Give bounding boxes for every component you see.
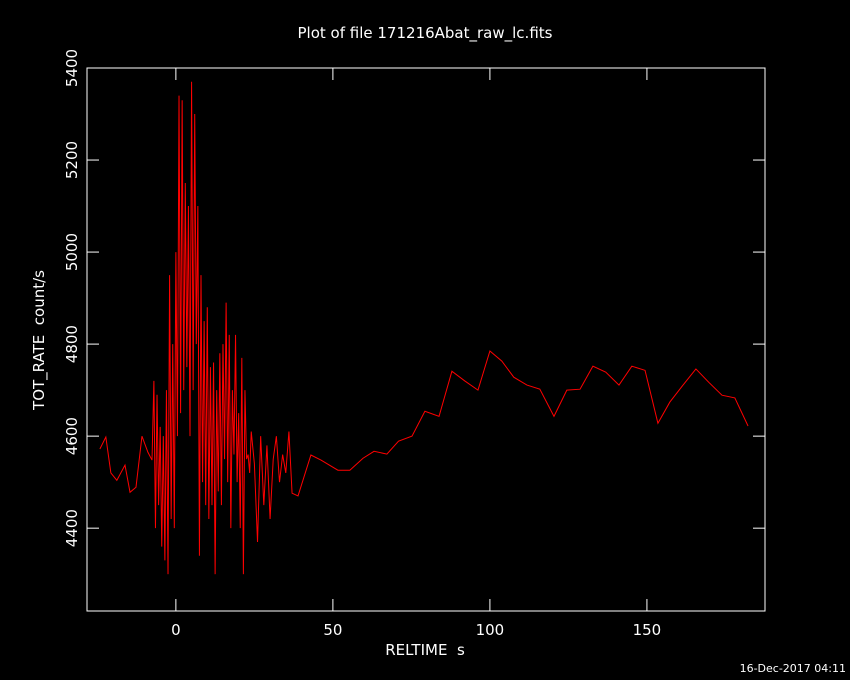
y-tick-label: 5200 xyxy=(63,141,81,179)
chart-title: Plot of file 171216Abat_raw_lc.fits xyxy=(298,24,553,43)
y-axis-label: TOT_RATE count/s xyxy=(30,270,49,411)
plot-frame xyxy=(86,67,766,612)
y-tick-label: 4600 xyxy=(63,417,81,455)
x-tick-label: 50 xyxy=(323,621,342,639)
x-axis-label: RELTIME s xyxy=(385,641,465,659)
timestamp: 16-Dec-2017 04:11 xyxy=(740,662,846,675)
light-curve xyxy=(99,81,749,575)
y-tick-label: 4800 xyxy=(63,325,81,363)
y-tick-label: 5400 xyxy=(63,49,81,87)
x-tick-label: 0 xyxy=(171,621,181,639)
x-tick-label: 150 xyxy=(633,621,662,639)
y-tick-label: 4400 xyxy=(63,509,81,547)
y-tick-label: 5000 xyxy=(63,233,81,271)
x-tick-label: 100 xyxy=(476,621,505,639)
